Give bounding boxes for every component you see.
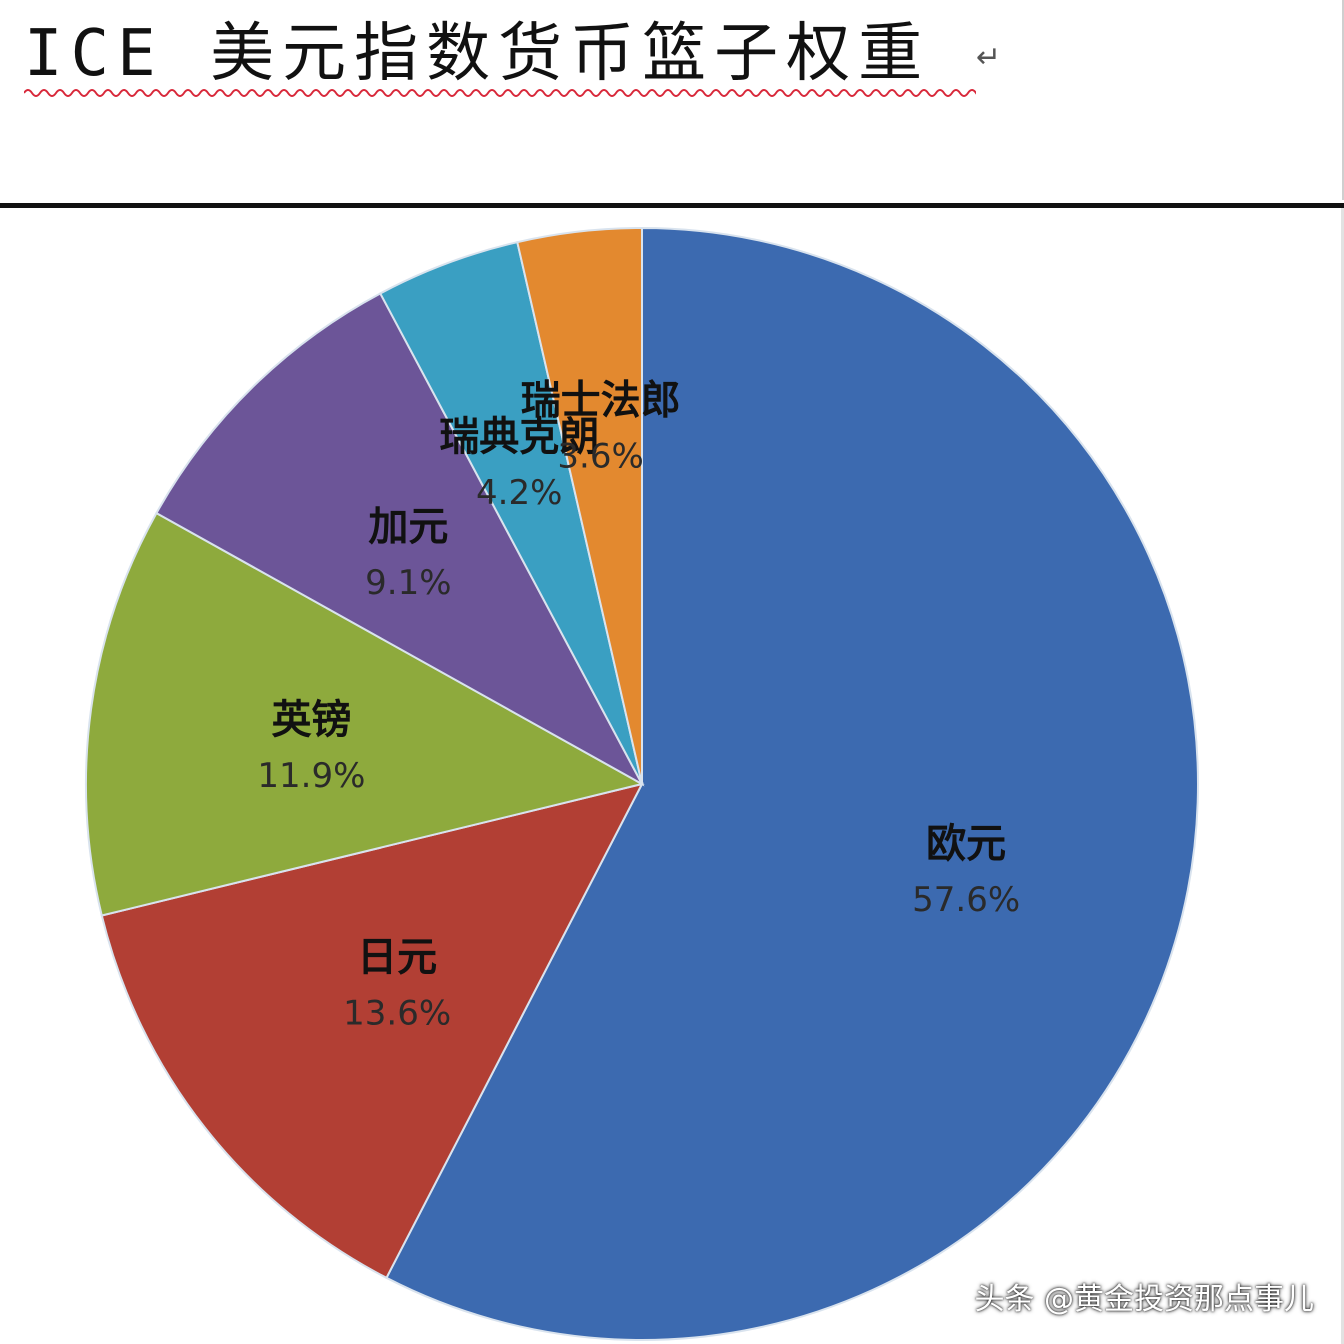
slice-5-wedge <box>516 226 643 785</box>
slice-2-label: 英镑 <box>271 697 351 743</box>
watermark: 头条 @黄金投资那点事儿 <box>974 1282 1314 1317</box>
slice-4-label: 瑞典克朗 <box>439 414 599 460</box>
slice-0-wedge <box>385 226 1199 1341</box>
slice-1-percent: 13.6% <box>343 993 451 1033</box>
pie-chart: 欧元 57.6% 日元 13.6% 英镑 11.9% 加元 9.1% 瑞典克朗 4.2% 瑞士法郎 3… <box>85 226 1199 1341</box>
slice-5-label: 瑞士法郎 <box>521 377 681 423</box>
slice-3-wedge <box>155 292 645 787</box>
slice-5-percent: 3.6% <box>557 436 643 476</box>
spellcheck-underline <box>24 89 976 97</box>
chart-area: 欧元 57.6% 日元 13.6% 英镑 11.9% 加元 9.1% 瑞典克朗 4.2% 瑞士法郎 3… <box>0 208 1344 1344</box>
slice-3-label: 加元 <box>368 504 448 550</box>
header-divider <box>0 203 1344 208</box>
document-header: ICE 美元指数货币篮子权重 ↵ <box>0 0 1344 200</box>
slice-1-wedge <box>100 782 644 1280</box>
slice-0-label: 欧元 <box>926 821 1006 867</box>
slice-2-percent: 11.9% <box>257 756 365 796</box>
paragraph-return-icon: ↵ <box>976 40 1002 75</box>
slice-3-percent: 9.1% <box>365 563 451 603</box>
slice-0-percent: 57.6% <box>912 880 1020 920</box>
spellcheck-wave <box>24 89 976 97</box>
page-title: ICE 美元指数货币篮子权重 <box>24 17 931 91</box>
slice-4-percent: 4.2% <box>476 473 562 513</box>
slice-2-wedge <box>85 511 645 917</box>
slice-1-label: 日元 <box>357 934 437 980</box>
